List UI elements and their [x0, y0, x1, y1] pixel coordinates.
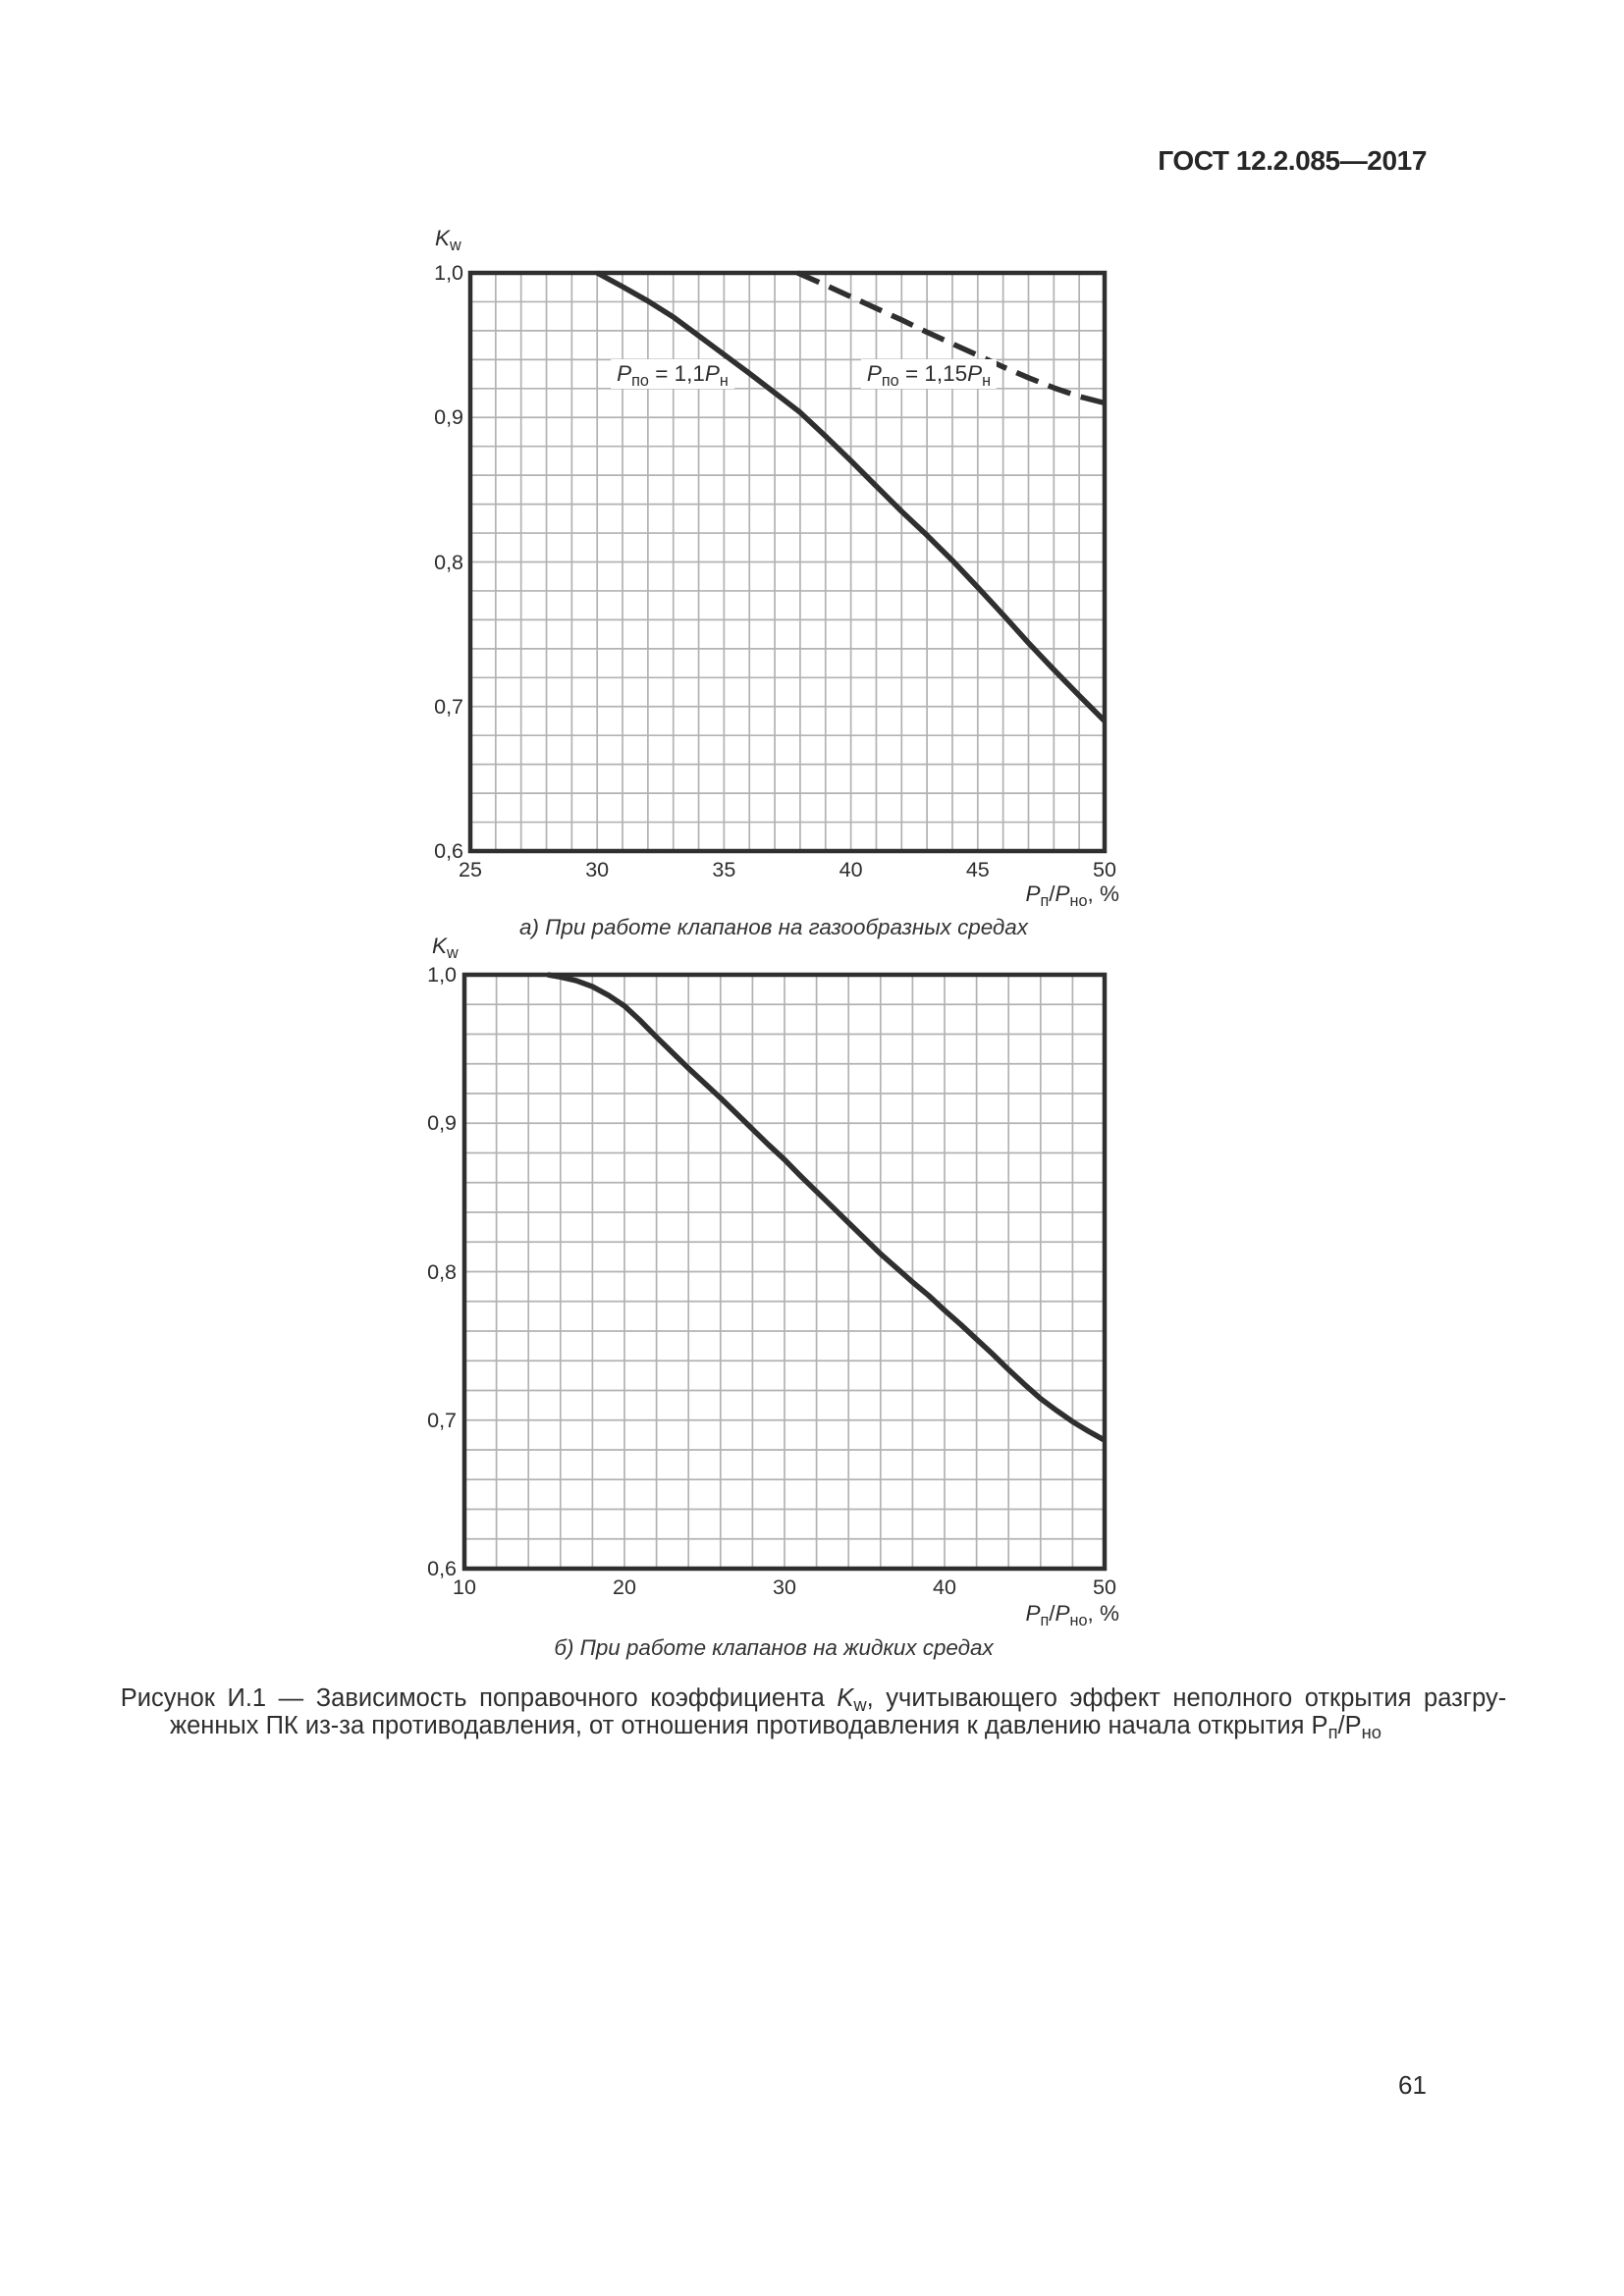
y-tick-label: 0,7 [427, 1408, 457, 1432]
figure-caption-line-1: Рисунок И.1 — Зависимость поправочного к… [120, 1684, 1507, 1716]
chart-a-y-axis-title: Kw [435, 226, 461, 254]
chart-a-curve-label-1-15Pn: Pпо = 1,15Pн [860, 359, 998, 389]
y-tick-label: 0,9 [427, 1111, 457, 1136]
y-tick-label: 0,6 [427, 1557, 457, 1580]
y-tick-label: 0,9 [434, 405, 463, 430]
x-tick-label: 25 [459, 858, 482, 881]
chart-a-curve-label-1-1Pn: Pпо = 1,1Pн [611, 359, 734, 389]
x-tick-label: 40 [933, 1575, 956, 1599]
x-tick-label: 35 [712, 858, 736, 881]
chart-a-caption: а) При работе клапанов на газообразных с… [519, 915, 1028, 939]
x-tick-label: 30 [585, 858, 610, 881]
plot-border [461, 972, 1108, 1572]
plot-border [467, 270, 1108, 854]
curve-a-0 [595, 270, 1107, 723]
x-tick-label: 50 [1093, 1575, 1116, 1599]
y-tick-label: 1,0 [434, 261, 463, 285]
y-tick-label: 0,7 [434, 694, 463, 719]
x-tick-label: 20 [613, 1575, 636, 1599]
chart-a-curves [595, 270, 1107, 723]
x-tick-label: 50 [1093, 858, 1116, 881]
chart-b-x-axis-title: Pп/Pно, % [1025, 1601, 1119, 1629]
chart-a-x-axis-title: Pп/Pно, % [1025, 881, 1119, 910]
document-header-title: ГОСТ 12.2.085—2017 [1158, 145, 1427, 176]
figure-caption: Рисунок И.1 — Зависимость поправочного к… [95, 1684, 1532, 1742]
chart-b-curves [547, 972, 1107, 1443]
page-number: 61 [1398, 2070, 1427, 2100]
curve-b-0 [547, 972, 1107, 1443]
chart-b-caption: б) При работе клапанов на жидких средах [554, 1635, 994, 1660]
x-tick-label: 30 [773, 1575, 796, 1599]
curve-a-1 [796, 270, 1106, 406]
chart-b-plot-area [461, 972, 1108, 1572]
x-tick-label: 45 [965, 858, 990, 881]
chart-b-y-axis-title: Kw [432, 934, 459, 962]
y-tick-label: 0,8 [434, 550, 463, 574]
x-tick-label: 10 [453, 1575, 476, 1599]
figure-caption-line-2: женных ПК из-за противодавления, от отно… [170, 1711, 1381, 1742]
x-tick-label: 40 [839, 858, 863, 881]
y-tick-label: 0,6 [434, 839, 463, 863]
y-tick-label: 1,0 [427, 963, 457, 987]
y-tick-label: 0,8 [427, 1259, 457, 1284]
